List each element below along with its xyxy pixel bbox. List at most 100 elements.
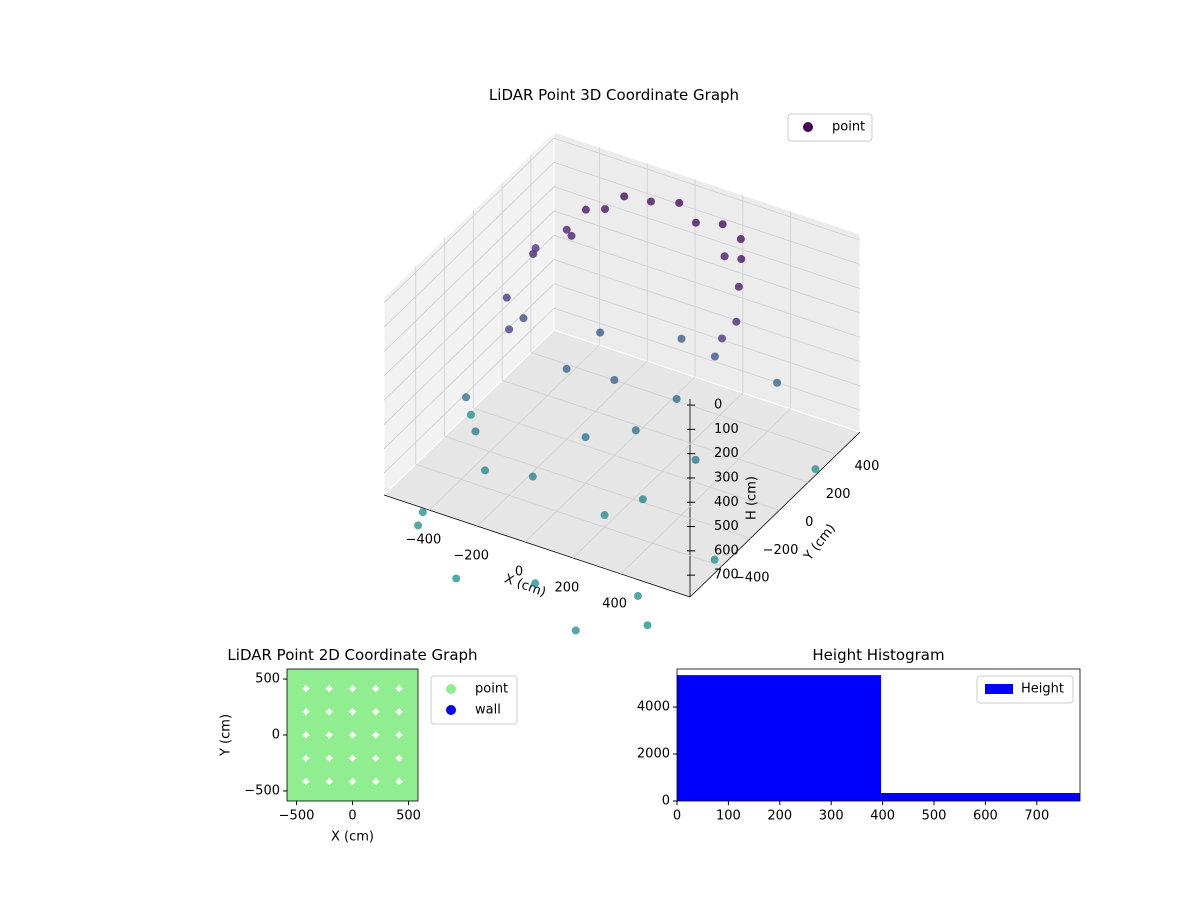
point <box>581 433 590 442</box>
x-tick-label: 0 <box>673 809 681 824</box>
y-tick-label: 200 <box>826 487 851 502</box>
point <box>287 669 309 691</box>
legend-label: point <box>832 120 865 135</box>
point <box>303 755 332 784</box>
grid-line <box>553 137 861 241</box>
point <box>646 197 655 206</box>
grid-line <box>572 392 744 559</box>
grid-line <box>530 351 838 455</box>
points <box>287 669 418 801</box>
grid-line <box>383 307 555 474</box>
histogram-bar <box>677 675 882 801</box>
point <box>502 293 511 302</box>
point <box>418 508 427 517</box>
point <box>691 455 700 464</box>
legend-label: point <box>475 682 508 697</box>
x-tick-label: 500 <box>922 809 947 824</box>
y-tick-label: 4000 <box>637 700 670 715</box>
z-tick-label: 100 <box>714 422 739 437</box>
point <box>710 555 719 564</box>
legend-box <box>787 113 873 142</box>
legend-box <box>976 675 1074 704</box>
point <box>414 521 423 530</box>
point <box>562 364 571 373</box>
chart-title: LiDAR Point 3D Coordinate Graph <box>489 86 739 104</box>
point <box>326 732 355 761</box>
pane-back <box>553 131 861 433</box>
point <box>303 779 332 801</box>
point <box>631 426 640 435</box>
point <box>326 779 355 801</box>
x-tick-label: 0 <box>515 565 523 580</box>
point <box>737 255 746 264</box>
z-tick-label: 500 <box>714 519 739 534</box>
grid-line <box>524 376 696 543</box>
point <box>638 495 647 504</box>
x-tick-label: 200 <box>554 580 579 595</box>
point <box>350 732 379 761</box>
point <box>350 709 379 738</box>
axes-frame <box>286 668 419 802</box>
point <box>505 325 514 334</box>
legend-label: Height <box>1021 682 1064 697</box>
point <box>350 669 379 691</box>
point <box>620 192 629 201</box>
grid-line <box>444 435 751 539</box>
point <box>732 317 741 326</box>
point <box>373 779 402 801</box>
point <box>396 709 418 738</box>
axes-frame <box>676 668 1081 802</box>
point <box>675 198 684 207</box>
y-axis-label: Y (cm) <box>219 714 234 757</box>
point <box>396 669 418 691</box>
y-tick-label: 0 <box>662 794 670 809</box>
point <box>710 352 719 361</box>
point <box>396 686 418 715</box>
grid-line <box>553 259 861 362</box>
y-axis-line <box>689 431 861 598</box>
y-tick-label: −200 <box>763 543 799 558</box>
z-tick-label: 700 <box>714 568 739 583</box>
point <box>720 252 729 261</box>
x-tick-label: −500 <box>279 809 315 824</box>
point <box>303 732 332 761</box>
grid-line <box>476 360 648 527</box>
grid-line <box>502 379 809 483</box>
point <box>326 669 355 691</box>
point <box>396 779 418 801</box>
z-tick-label: 200 <box>714 446 739 461</box>
grid-line <box>415 463 722 567</box>
z-tick-label: 400 <box>714 495 739 510</box>
point <box>581 205 590 214</box>
point <box>462 393 471 402</box>
point <box>773 378 782 387</box>
grid-line <box>383 162 555 328</box>
legend-label: wall <box>475 703 501 718</box>
point <box>303 669 332 691</box>
point <box>601 205 610 214</box>
grid-line <box>383 234 555 401</box>
grid-line <box>383 186 555 352</box>
chart-title: LiDAR Point 2D Coordinate Graph <box>227 646 477 664</box>
histogram-bar <box>881 793 1080 801</box>
legend-marker <box>803 122 813 132</box>
point <box>287 686 309 715</box>
y-tick-label: 2000 <box>637 747 670 762</box>
point <box>531 244 540 253</box>
point <box>452 574 461 583</box>
point <box>350 686 379 715</box>
point <box>633 591 642 600</box>
grid-line <box>553 283 861 387</box>
point <box>571 626 580 635</box>
grid-line <box>620 408 791 575</box>
y-tick-label: −400 <box>734 571 770 586</box>
point <box>531 579 540 588</box>
grid-line <box>553 307 861 411</box>
point <box>466 410 475 419</box>
point <box>350 755 379 784</box>
point <box>326 709 355 738</box>
point <box>287 755 309 784</box>
z-tick-label: 300 <box>714 470 739 485</box>
point <box>373 709 402 738</box>
point <box>567 231 576 240</box>
